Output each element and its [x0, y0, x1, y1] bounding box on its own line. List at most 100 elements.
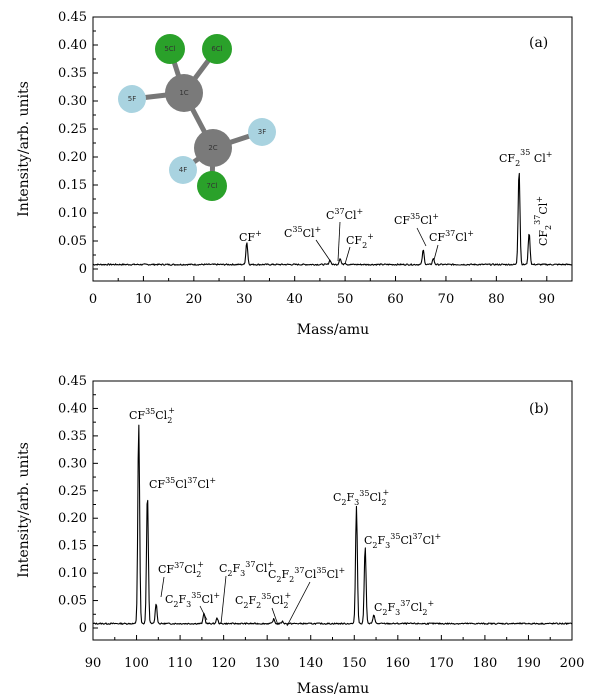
y-tick-label: 0.40: [58, 401, 87, 416]
peak-label-c2f3-35cl2: C2F335Cl2+: [333, 488, 389, 507]
y-tick-label: 0.25: [58, 122, 87, 137]
svg-text:5Cl: 5Cl: [164, 45, 175, 53]
x-tick-label: 180: [472, 656, 497, 671]
y-tick-label: 0.15: [58, 178, 87, 193]
y-tick-label: 0.10: [58, 206, 87, 221]
peak-arrow-c35cl: [315, 239, 332, 263]
peak-arrow-c2f3-37cl: [220, 575, 227, 625]
y-tick-label: 0.30: [58, 456, 87, 471]
y-tick-label: 0.45: [58, 374, 87, 389]
atom-chlorine: 5Cl: [155, 34, 185, 64]
y-tick-label: 0.10: [58, 566, 87, 581]
y-tick-label: 0.05: [58, 234, 87, 249]
panel-b-spectrum-line: [92, 424, 573, 625]
y-tick-label: 0.40: [58, 38, 87, 53]
panel-b: 90 100 110 120 130 140 150 160 170 180 190 200 0 0.05…: [16, 374, 584, 697]
y-tick-label: 0.35: [58, 429, 87, 444]
x-tick-label: 190: [516, 656, 541, 671]
peak-arrow-c2f2-37cl35cl: [286, 581, 311, 627]
y-tick-label: 0.35: [58, 66, 87, 81]
y-tick-label: 0: [79, 621, 87, 636]
panel-b-ticks: 90 100 110 120 130 140 150 160 170 180 190 200 0 0.05…: [58, 374, 584, 671]
y-tick-label: 0.20: [58, 511, 87, 526]
y-tick-label: 0.45: [58, 10, 87, 25]
x-tick-label: 0: [89, 292, 97, 307]
x-tick-label: 20: [186, 292, 203, 307]
peak-arrow-c2f3-35cl: [199, 605, 208, 621]
svg-text:5F: 5F: [128, 95, 136, 103]
x-tick-label: 110: [168, 656, 193, 671]
atom-fluorine: 5F: [118, 85, 146, 113]
peak-label-cf2-35cl: CF235 Cl+: [499, 148, 552, 168]
x-tick-label: 120: [211, 656, 236, 671]
atom-fluorine: 3F: [248, 118, 276, 146]
x-tick-label: 40: [286, 292, 303, 307]
x-tick-label: 90: [539, 292, 556, 307]
x-tick-label: 90: [85, 656, 102, 671]
x-tick-label: 160: [385, 656, 410, 671]
svg-text:7Cl: 7Cl: [206, 182, 217, 190]
svg-text:2C: 2C: [208, 144, 217, 152]
peak-label-cf37cl2: CF37Cl2+: [158, 560, 204, 579]
panel-a-label: (a): [529, 35, 548, 51]
peak-label-c2f3-35cl: C2F335Cl+: [165, 591, 220, 609]
peak-arrow-cf2: [344, 246, 351, 265]
peak-label-c37cl: C37Cl+: [326, 207, 363, 222]
panel-a-frame: [92, 16, 573, 282]
panel-a: 0 10 20 30 40 50 60 70 80 90 0 0.05 0.10 0.15 0.20 0.25…: [16, 10, 573, 338]
x-tick-label: 10: [135, 292, 152, 307]
x-tick-label: 70: [438, 292, 455, 307]
svg-text:4F: 4F: [179, 166, 187, 174]
panel-a-x-axis-label: Mass/amu: [297, 322, 369, 338]
x-tick-label: 200: [560, 656, 585, 671]
peak-label-cf37cl: CF37Cl+: [429, 229, 474, 244]
atom-carbon: 1C: [165, 74, 203, 112]
panel-a-y-axis-label: Intensity/arb. units: [16, 81, 32, 217]
peak-label-cf35cl37cl: CF35Cl37Cl+: [149, 476, 216, 491]
y-tick-label: 0.20: [58, 150, 87, 165]
peak-label-cf: CF+: [239, 229, 262, 244]
atom-chlorine: 6Cl: [202, 34, 232, 64]
svg-text:6Cl: 6Cl: [211, 45, 222, 53]
peak-label-cf2-37cl: CF237Cl+: [533, 196, 553, 246]
x-tick-label: 80: [488, 292, 505, 307]
panel-b-y-axis-label: Intensity/arb. units: [16, 442, 32, 578]
y-tick-label: 0.30: [58, 94, 87, 109]
peak-arrow-cf35cl: [416, 227, 427, 247]
peak-label-c2f2-37cl35cl: C2F237Cl35Cl+: [268, 566, 345, 584]
y-tick-label: 0.25: [58, 484, 87, 499]
atom-chlorine: 7Cl: [197, 171, 227, 201]
x-tick-label: 130: [255, 656, 280, 671]
atom-carbon: 2C: [194, 129, 232, 167]
y-tick-label: 0.15: [58, 539, 87, 554]
peak-label-cf35cl2: CF35Cl2+: [129, 406, 175, 425]
panel-b-label: (b): [529, 401, 549, 417]
peak-label-cf2: CF2+: [346, 232, 374, 250]
peak-label-c2f3-37cl: C2F337Cl+: [219, 560, 274, 578]
svg-text:1C: 1C: [179, 89, 188, 97]
x-tick-label: 30: [236, 292, 253, 307]
x-tick-label: 170: [429, 656, 454, 671]
x-tick-label: 140: [298, 656, 323, 671]
peak-arrow-cf37cl2: [160, 576, 165, 598]
y-tick-label: 0: [79, 262, 87, 277]
panel-b-x-axis-label: Mass/amu: [297, 681, 369, 697]
x-tick-label: 50: [337, 292, 354, 307]
y-tick-label: 0.05: [58, 594, 87, 609]
peak-arrow-c2f2-35cl2: [271, 607, 279, 626]
peak-label-c2f2-35cl2: C2F235Cl2+: [235, 591, 291, 610]
peak-label-c2f3-35cl37cl: C2F335Cl37Cl+: [364, 532, 441, 550]
atom-fluorine: 4F: [169, 156, 197, 184]
molecule-inset: 5Cl 6Cl 1C 5F 2C 3F: [118, 34, 276, 201]
x-tick-label: 60: [387, 292, 404, 307]
x-tick-label: 150: [342, 656, 367, 671]
panel-a-ticks: 0 10 20 30 40 50 60 70 80 90 0 0.05 0.10 0.15 0.20 0.25…: [58, 10, 555, 307]
panel-a-spectrum-line: [92, 172, 573, 266]
peak-label-cf35cl: CF35Cl+: [394, 212, 439, 227]
peak-label-c2f3-37cl2: C2F337Cl2+: [374, 599, 434, 617]
peak-label-c35cl: C35Cl+: [284, 225, 321, 240]
peak-arrow-c37cl: [337, 221, 341, 262]
peak-arrow-cf37cl: [433, 244, 439, 261]
svg-text:3F: 3F: [258, 128, 266, 136]
